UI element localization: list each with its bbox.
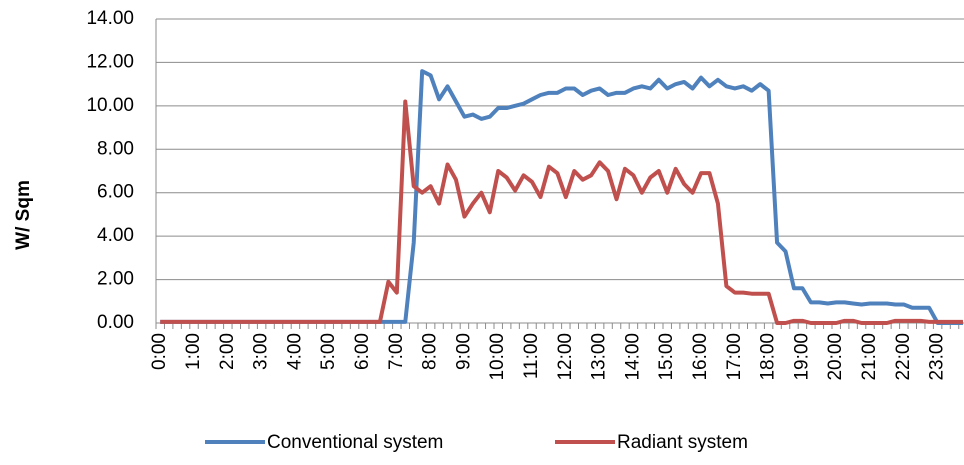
- x-tick-label: 15:00: [656, 333, 677, 381]
- x-tick-label: 16:00: [690, 333, 711, 381]
- x-tick-label: 21:00: [859, 333, 880, 381]
- y-tick-label: 0.00: [97, 312, 134, 333]
- line-series: [160, 99, 963, 325]
- x-tick-label: 13:00: [589, 333, 610, 381]
- x-tick-label: 7:00: [386, 333, 407, 370]
- y-tick-label: 12.00: [86, 51, 134, 72]
- x-tick-label: 17:00: [724, 333, 745, 381]
- x-tick-label: 12:00: [555, 333, 576, 381]
- x-tick-label: 20:00: [825, 333, 846, 381]
- x-tick-label: 3:00: [251, 333, 272, 370]
- y-tick-label: 8.00: [97, 138, 134, 159]
- x-tick-label: 11:00: [521, 333, 542, 379]
- y-tick-label: 10.00: [86, 95, 134, 116]
- x-tick-label: 22:00: [893, 333, 914, 381]
- x-tick-label: 6:00: [352, 333, 373, 370]
- y-tick-label: 2.00: [97, 269, 134, 290]
- legend-label: Radiant system: [617, 432, 748, 453]
- line-series: [160, 69, 963, 325]
- x-tick-label: 23:00: [927, 333, 948, 381]
- x-tick-label: 18:00: [758, 333, 779, 381]
- x-tick-label: 9:00: [453, 333, 474, 370]
- x-tick-label: 5:00: [318, 333, 339, 370]
- x-tick-label: 2:00: [217, 333, 238, 370]
- x-tick-label: 10:00: [487, 333, 508, 381]
- x-tick-label: 1:00: [183, 333, 204, 370]
- y-tick-label: 6.00: [97, 182, 134, 203]
- y-tick-label: 14.00: [86, 8, 134, 29]
- y-axis-label: W/ Sqm: [13, 180, 34, 250]
- x-tick-label: 14:00: [622, 333, 643, 381]
- x-tick-label: 19:00: [791, 333, 812, 381]
- x-tick-label: 4:00: [284, 333, 305, 370]
- x-tick-label: 0:00: [149, 333, 170, 370]
- y-tick-label: 4.00: [97, 225, 134, 246]
- legend-label: Conventional system: [267, 432, 443, 453]
- x-tick-label: 8:00: [420, 333, 441, 370]
